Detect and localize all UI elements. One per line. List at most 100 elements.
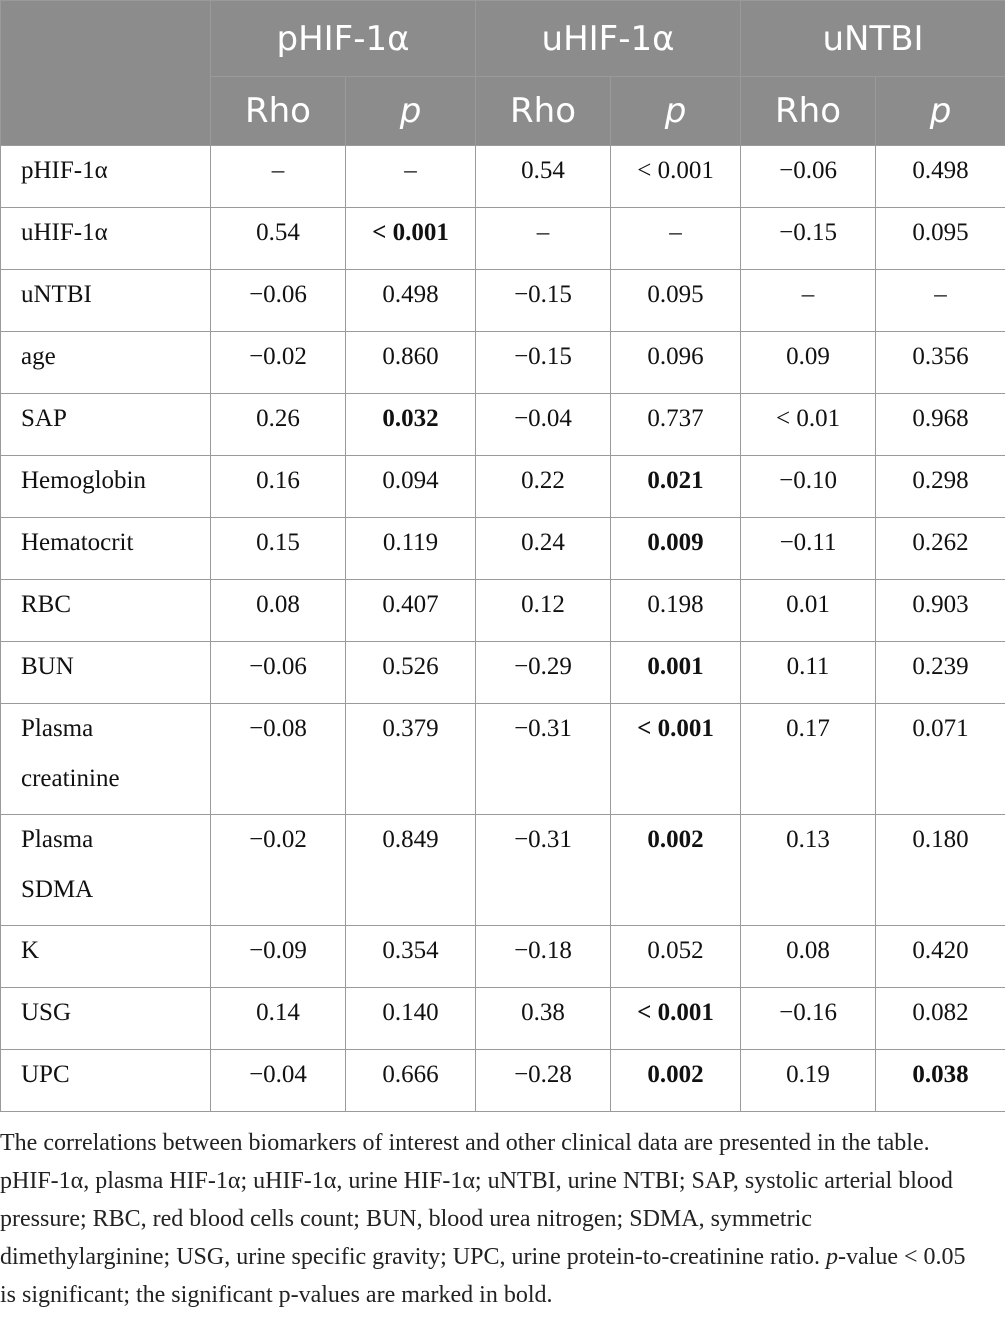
rho-cell: 0.09: [740, 331, 877, 394]
table-body: pHIF-1α – –0.54 < 0.001 −0.06 0.498 uHIF-1α 0.5…: [0, 145, 1005, 1112]
table-row: uNTBI −0.06 0.498 −0.15 0.095– –: [0, 269, 1005, 332]
rho-cell: –: [475, 207, 612, 270]
caption-main: The correlations between biomarkers of i…: [0, 1130, 953, 1270]
p-value-cell: –: [875, 269, 1005, 332]
table-row: Hemoglobin 0.16 0.094 0.22 0.021 −0.10 0.298: [0, 455, 1005, 518]
row-label: K: [0, 925, 211, 988]
rho-cell: 0.19: [740, 1049, 877, 1112]
rho-cell: −0.09: [210, 925, 346, 988]
rho-cell: −0.15: [475, 269, 612, 332]
rho-cell: −0.06: [210, 269, 346, 332]
caption-p-symbol: p: [826, 1244, 839, 1270]
rho-cell: 0.38: [475, 987, 612, 1050]
subheader-rho: Rho: [475, 76, 612, 146]
p-value-cell: 0.032: [344, 393, 477, 456]
p-value-cell: 0.002: [610, 1049, 742, 1112]
p-value-cell: 0.140: [344, 987, 477, 1050]
p-value-cell: 0.354: [344, 925, 477, 988]
subheader-row: Rho p Rho p Rho p: [1, 76, 1005, 146]
group-header-uhif: uHIF-1α: [475, 0, 742, 77]
p-value-cell: 0.379: [344, 703, 477, 815]
table-row: BUN −0.06 0.526 −0.29 0.001 0.11 0.239: [0, 641, 1005, 704]
rho-cell: < 0.01: [740, 393, 877, 456]
p-value-cell: 0.082: [875, 987, 1005, 1050]
table-caption: The correlations between biomarkers of i…: [0, 1124, 985, 1314]
rho-cell: −0.15: [475, 331, 612, 394]
group-header-phif: pHIF-1α: [209, 0, 477, 77]
subheader-p: p: [875, 76, 1005, 146]
rho-cell: 0.15: [210, 517, 346, 580]
rho-cell: 0.08: [740, 925, 877, 988]
p-value-cell: 0.737: [610, 393, 742, 456]
p-value-cell: 0.498: [875, 145, 1005, 208]
rho-cell: –: [740, 269, 877, 332]
rho-cell: −0.04: [475, 393, 612, 456]
row-label: BUN: [0, 641, 211, 704]
table-row: USG 0.14 0.140 0.38 < 0.001 −0.16 0.082: [0, 987, 1005, 1050]
row-label: SAP: [0, 393, 211, 456]
p-value-cell: 0.180: [875, 814, 1005, 926]
p-value-cell: 0.239: [875, 641, 1005, 704]
row-label: age: [0, 331, 211, 394]
header-corner: [0, 0, 211, 146]
p-value-cell: 0.071: [875, 703, 1005, 815]
p-value-cell: 0.095: [875, 207, 1005, 270]
rho-cell: −0.29: [475, 641, 612, 704]
rho-cell: 0.16: [210, 455, 346, 518]
row-label: Plasma creatinine: [0, 703, 211, 815]
p-value-cell: < 0.001: [344, 207, 477, 270]
rho-cell: −0.15: [740, 207, 877, 270]
p-value-cell: 0.119: [344, 517, 477, 580]
rho-cell: 0.12: [475, 579, 612, 642]
row-label: uHIF-1α: [0, 207, 211, 270]
rho-cell: –: [210, 145, 346, 208]
p-value-cell: 0.052: [610, 925, 742, 988]
row-label: uNTBI: [0, 269, 211, 332]
group-header-untbi: uNTBI: [740, 0, 1005, 77]
p-value-cell: < 0.001: [610, 703, 742, 815]
rho-cell: 0.54: [475, 145, 612, 208]
table-row: UPC −0.04 0.666 −0.28 0.002 0.19 0.038: [0, 1049, 1005, 1112]
rho-cell: 0.24: [475, 517, 612, 580]
p-value-cell: < 0.001: [610, 145, 742, 208]
rho-cell: −0.06: [210, 641, 346, 704]
row-label: USG: [0, 987, 211, 1050]
p-value-cell: 0.198: [610, 579, 742, 642]
rho-cell: −0.10: [740, 455, 877, 518]
p-value-cell: 0.356: [875, 331, 1005, 394]
rho-cell: −0.16: [740, 987, 877, 1050]
p-value-cell: 0.038: [875, 1049, 1005, 1112]
rho-cell: −0.06: [740, 145, 877, 208]
rho-cell: 0.08: [210, 579, 346, 642]
p-value-cell: 0.849: [344, 814, 477, 926]
caption-tail: -value < 0.05 is significant; the signif…: [0, 1244, 966, 1308]
rho-cell: −0.31: [475, 703, 612, 815]
subheader-p: p: [344, 76, 477, 146]
table-row: K −0.09 0.354 −0.18 0.052 0.08 0.420: [0, 925, 1005, 988]
subheader-rho: Rho: [740, 76, 877, 146]
p-value-cell: 0.298: [875, 455, 1005, 518]
p-value-cell: 0.420: [875, 925, 1005, 988]
p-value-cell: 0.666: [344, 1049, 477, 1112]
rho-cell: 0.17: [740, 703, 877, 815]
table-row: uHIF-1α 0.54 < 0.001– – −0.15 0.095: [0, 207, 1005, 270]
p-value-cell: –: [344, 145, 477, 208]
rho-cell: 0.54: [210, 207, 346, 270]
rho-cell: 0.13: [740, 814, 877, 926]
rho-cell: 0.11: [740, 641, 877, 704]
p-value-cell: 0.095: [610, 269, 742, 332]
rho-cell: −0.31: [475, 814, 612, 926]
p-value-cell: 0.001: [610, 641, 742, 704]
group-header-row: pHIF-1α uHIF-1α uNTBI: [0, 0, 1005, 146]
p-value-cell: 0.262: [875, 517, 1005, 580]
p-value-cell: 0.009: [610, 517, 742, 580]
p-value-cell: 0.903: [875, 579, 1005, 642]
p-value-cell: 0.021: [610, 455, 742, 518]
p-value-cell: 0.094: [344, 455, 477, 518]
table-row: Plasma creatinine −0.08 0.379 −0.31 < 0.001 0…: [0, 703, 1005, 815]
rho-cell: −0.02: [210, 331, 346, 394]
rho-cell: 0.01: [740, 579, 877, 642]
rho-cell: −0.11: [740, 517, 877, 580]
p-value-cell: 0.407: [344, 579, 477, 642]
p-value-cell: –: [610, 207, 742, 270]
